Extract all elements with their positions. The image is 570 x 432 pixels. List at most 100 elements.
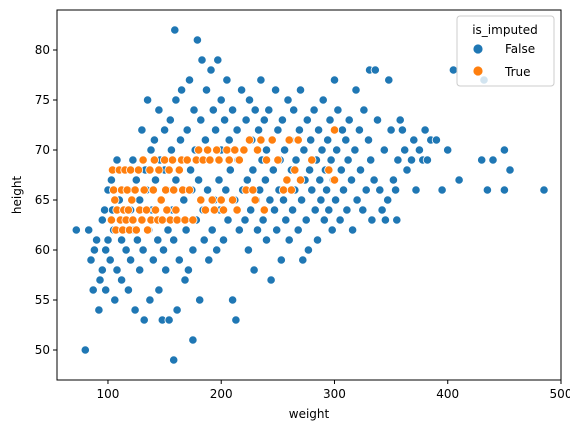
data-point <box>169 355 179 365</box>
data-point <box>299 145 309 155</box>
data-point <box>121 245 131 255</box>
data-point <box>284 135 294 145</box>
data-point <box>180 215 190 225</box>
data-point <box>350 145 360 155</box>
data-point <box>133 165 144 175</box>
data-point <box>250 105 260 115</box>
data-point <box>110 295 120 305</box>
data-point <box>287 205 298 215</box>
data-point <box>234 155 244 165</box>
data-point <box>246 205 256 215</box>
data-point <box>260 175 270 185</box>
data-point <box>343 155 353 165</box>
data-point <box>361 185 371 195</box>
data-point <box>171 175 181 185</box>
data-point <box>335 215 345 225</box>
data-point <box>306 135 316 145</box>
data-point <box>347 225 358 235</box>
data-point <box>214 155 224 165</box>
data-point <box>237 85 247 95</box>
data-point <box>194 145 204 155</box>
data-point <box>295 85 306 95</box>
data-point <box>282 175 292 185</box>
data-point <box>264 105 274 115</box>
data-point <box>351 85 361 95</box>
data-point <box>182 155 192 165</box>
data-point <box>175 135 186 145</box>
data-point <box>122 185 132 195</box>
data-point <box>332 145 342 155</box>
data-point <box>88 285 98 295</box>
data-point <box>216 195 226 205</box>
data-point <box>358 205 368 215</box>
data-point <box>216 95 226 105</box>
data-point <box>309 105 319 115</box>
data-point <box>273 155 283 165</box>
data-point <box>249 265 259 275</box>
data-point <box>170 25 180 35</box>
x-axis-label: weight <box>289 407 330 421</box>
data-point <box>92 235 102 245</box>
data-point <box>196 115 206 125</box>
x-tick-label: 500 <box>550 387 570 401</box>
data-point <box>212 245 222 255</box>
data-point <box>283 95 293 105</box>
data-point <box>270 85 281 95</box>
data-point <box>117 235 127 245</box>
data-point <box>161 185 171 195</box>
data-point <box>250 195 260 205</box>
data-point <box>289 105 299 115</box>
data-point <box>165 115 175 125</box>
data-point <box>302 115 312 125</box>
data-point <box>276 255 286 265</box>
data-point <box>135 265 145 275</box>
data-point <box>363 135 374 145</box>
data-point <box>411 185 421 195</box>
data-point <box>230 145 240 155</box>
data-point <box>160 125 170 135</box>
data-point <box>138 155 148 165</box>
data-point <box>158 245 169 255</box>
x-tick-label: 400 <box>436 387 459 401</box>
data-point <box>319 215 329 225</box>
data-point <box>205 155 215 165</box>
plot-frame <box>56 9 562 381</box>
data-point <box>184 75 195 85</box>
data-point <box>201 85 212 95</box>
data-point <box>156 195 166 205</box>
data-point <box>296 195 307 205</box>
data-point <box>239 145 249 155</box>
data-point <box>123 205 133 215</box>
data-point <box>293 135 303 145</box>
y-tick-label: 55 <box>35 293 50 307</box>
data-point <box>256 75 266 85</box>
data-point <box>200 135 210 145</box>
data-point <box>278 185 289 195</box>
data-point <box>180 275 190 285</box>
data-point <box>130 185 140 195</box>
data-point <box>367 215 377 225</box>
data-point <box>169 185 179 195</box>
data-point <box>138 245 148 255</box>
data-point <box>240 215 250 225</box>
data-point <box>137 125 147 135</box>
data-point <box>167 155 178 165</box>
data-point <box>225 165 235 175</box>
data-point <box>286 185 296 195</box>
data-point <box>259 115 269 125</box>
data-point <box>177 85 187 95</box>
data-point <box>228 195 238 205</box>
data-point <box>397 125 407 135</box>
data-point <box>231 315 241 325</box>
data-point <box>248 165 258 175</box>
data-point <box>154 105 164 115</box>
data-point <box>126 255 136 265</box>
data-point <box>196 195 206 205</box>
data-point <box>265 195 275 205</box>
data-point <box>252 145 263 155</box>
data-point <box>392 215 402 225</box>
data-point <box>386 125 396 135</box>
data-point <box>301 215 311 225</box>
data-point <box>206 65 216 75</box>
